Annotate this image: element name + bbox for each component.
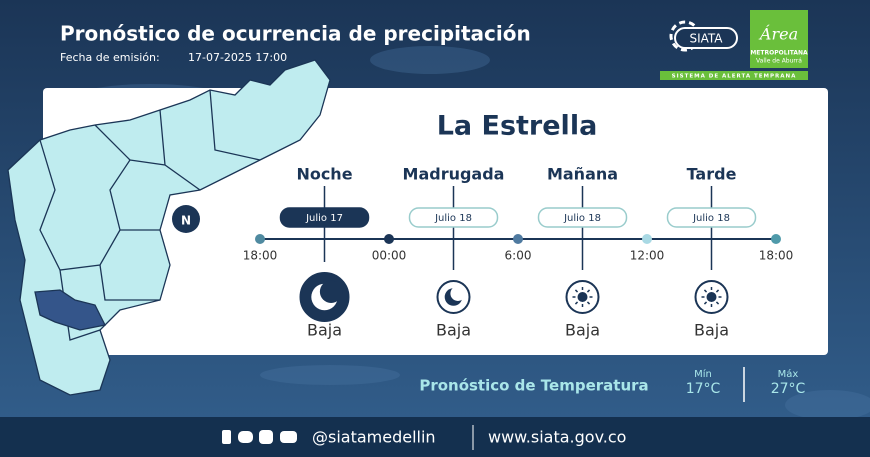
north-badge xyxy=(172,205,200,233)
time-dot xyxy=(642,234,652,244)
date: Julio 18 xyxy=(563,213,601,224)
time-label: 18:00 xyxy=(759,249,794,263)
sun-ray xyxy=(703,301,708,305)
moon-cut xyxy=(319,280,343,303)
level: Baja xyxy=(307,321,342,340)
sun-ray xyxy=(574,289,579,293)
location: La Estrella xyxy=(437,111,598,142)
moon-cut xyxy=(450,286,466,301)
date-pill xyxy=(537,207,628,228)
issued-label: Fecha de emisión: xyxy=(60,51,160,64)
date: Julio 17 xyxy=(305,213,343,224)
date: Julio 18 xyxy=(434,213,472,224)
sun-ray xyxy=(586,301,591,305)
min-label: Mín xyxy=(694,368,712,380)
system-bar xyxy=(660,71,808,80)
time-label: 12:00 xyxy=(630,249,665,263)
siata: SIATA xyxy=(689,32,723,46)
valle: Valle de Aburrá xyxy=(756,58,802,65)
url: www.siata.gov.co xyxy=(488,428,626,447)
metro: METROPOLITANA xyxy=(750,50,808,57)
issued: 17-07-2025 17:00 xyxy=(188,51,287,64)
time-label: 00:00 xyxy=(372,249,407,263)
max: 27°C xyxy=(771,381,806,397)
period-name: Tarde xyxy=(687,165,737,184)
handle: @siatamedellin xyxy=(312,428,436,447)
footer xyxy=(0,417,870,457)
level: Baja xyxy=(436,321,471,340)
sun xyxy=(577,292,588,302)
level: Baja xyxy=(565,321,600,340)
map xyxy=(7,59,331,396)
time-dot xyxy=(771,234,781,244)
date-pill xyxy=(279,207,370,228)
period-name: Noche xyxy=(296,165,352,184)
sun-ray xyxy=(715,289,720,293)
period-name: Madrugada xyxy=(403,165,505,184)
title: Pronóstico de ocurrencia de precipitació… xyxy=(60,22,531,46)
sun-ray xyxy=(586,289,591,293)
system: SISTEMA DE ALERTA TEMPRANA xyxy=(672,74,797,80)
time-label: 18:00 xyxy=(243,249,278,263)
period-name: Mañana xyxy=(547,165,618,184)
sun-ray xyxy=(715,301,720,305)
time-dot xyxy=(513,234,523,244)
siata-logo: SIATA xyxy=(669,20,738,52)
date: Julio 18 xyxy=(692,213,730,224)
north: N xyxy=(181,214,191,228)
date-pill xyxy=(408,207,499,228)
sun-ray xyxy=(574,301,579,305)
max-label: Máx xyxy=(778,368,799,380)
area: Área xyxy=(758,24,798,44)
time-dot xyxy=(384,234,394,244)
date-pill xyxy=(666,207,757,228)
social-icons xyxy=(222,430,297,444)
sun-ray xyxy=(703,289,708,293)
level: Baja xyxy=(694,321,729,340)
min: 17°C xyxy=(686,381,721,397)
time-label: 6:00 xyxy=(505,249,532,263)
sun xyxy=(706,292,717,302)
area-logo xyxy=(750,10,808,68)
time-dot xyxy=(255,234,265,244)
temp-label: Pronóstico de Temperatura xyxy=(419,377,648,395)
